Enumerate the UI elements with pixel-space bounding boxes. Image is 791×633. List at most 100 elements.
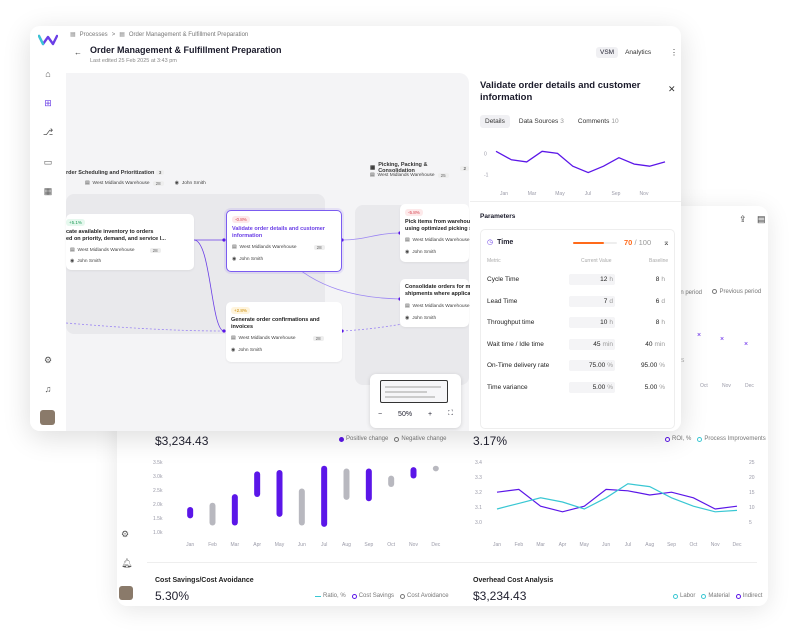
node-title: Validate order details and customer infor… bbox=[232, 226, 325, 239]
metric-label: Lead Time bbox=[487, 297, 518, 305]
zoom-in-button[interactable]: + bbox=[428, 410, 433, 418]
tab-comments[interactable]: Comments 10 bbox=[577, 118, 619, 125]
card3-legend: Ratio, % Cost Savings Cost Avoidance bbox=[315, 593, 449, 599]
current-value[interactable]: 45 min bbox=[569, 338, 615, 350]
grid-icon: ▦ bbox=[70, 32, 76, 38]
partial-month: Dec bbox=[745, 383, 754, 389]
close-icon[interactable]: ✕ bbox=[668, 84, 676, 94]
parameters-title: Parameters bbox=[480, 213, 516, 220]
bar bbox=[410, 467, 417, 479]
view-toggle: VSM Analytics bbox=[596, 47, 655, 58]
table-icon[interactable]: ▦ bbox=[43, 185, 53, 196]
legend-negative: Negative change bbox=[401, 436, 447, 442]
folder-icon[interactable]: ▭ bbox=[43, 156, 53, 167]
trend-chart: 0 -1 Jan Mar May Jul Sep Nov bbox=[484, 150, 666, 197]
y-tick-label: 1.5k bbox=[153, 516, 163, 522]
process-node[interactable]: Consolidate orders for multi-item shipmen… bbox=[400, 279, 492, 327]
y-tick-label: 2.5k bbox=[153, 488, 163, 494]
bell-icon[interactable]: ♫ bbox=[44, 384, 52, 394]
more-icon[interactable]: ⋮ bbox=[670, 48, 678, 57]
process-node[interactable]: +2.8% Generate order confirmations and in… bbox=[226, 302, 342, 362]
bell-icon[interactable]: 🔔︎ bbox=[121, 558, 133, 568]
bar bbox=[388, 475, 395, 488]
x-tick-label: Jul bbox=[625, 542, 631, 548]
change-badge: +5.1% bbox=[66, 219, 85, 226]
clock-icon: ◷ bbox=[487, 239, 494, 246]
param-row: Wait time / Idle time 45 min 40 min bbox=[481, 338, 674, 353]
process-node-selected[interactable]: -0.8% Validate order details and custome… bbox=[226, 210, 342, 272]
param-row: Lead Time 7 d 6 d bbox=[481, 295, 674, 310]
x-tick-label: Apr bbox=[559, 542, 567, 548]
panel-title: Validate order details and customer infor… bbox=[480, 80, 641, 103]
warehouse-icon: ▤ bbox=[232, 245, 237, 250]
divider bbox=[147, 562, 757, 563]
x-tick-label: Jun bbox=[298, 542, 306, 548]
node-location: ▤ West Midlands Warehouse 28 bbox=[231, 336, 324, 341]
bar bbox=[254, 471, 261, 497]
group-title: rder Scheduling and Prioritization 3 bbox=[66, 170, 165, 176]
warehouse-icon: ▤ bbox=[231, 336, 236, 341]
analytics-tab[interactable]: Analytics bbox=[625, 49, 652, 56]
comment-icon[interactable]: ▤ bbox=[757, 214, 766, 224]
zoom-level: 50% bbox=[398, 410, 413, 418]
tab-data-sources[interactable]: Data Sources 3 bbox=[518, 118, 564, 125]
y-tick-label: -1 bbox=[484, 173, 489, 179]
current-value[interactable]: 5.00% bbox=[569, 381, 615, 393]
line-chart: 3.4 3.3 3.2 3.1 3.0 25 20 15 10 5 Jan Feb Mar Apr May J… bbox=[475, 460, 755, 548]
warehouse-icon: ▤ bbox=[85, 181, 90, 186]
param-progress-track bbox=[573, 242, 617, 244]
zoom-out-button[interactable]: − bbox=[377, 410, 383, 418]
bar bbox=[343, 468, 350, 500]
settings-icon[interactable]: ⚙ bbox=[43, 354, 53, 365]
current-value[interactable]: 75.00% bbox=[569, 360, 615, 371]
legend-dot bbox=[712, 289, 718, 294]
home-icon[interactable]: ⌂ bbox=[45, 69, 51, 79]
back-arrow-icon[interactable]: ← bbox=[74, 48, 82, 57]
minimap-viewport[interactable] bbox=[380, 380, 448, 403]
y-tick-label: 3.0 bbox=[475, 520, 482, 526]
y-tick-label: 3.3 bbox=[475, 475, 482, 481]
settings-icon[interactable]: ⚙ bbox=[121, 529, 130, 539]
metric-label: On-Time delivery rate bbox=[487, 362, 550, 369]
share-icon[interactable]: ⇪ bbox=[739, 214, 747, 224]
processes-icon[interactable]: ⊞ bbox=[44, 97, 52, 108]
x-tick-label: Sep bbox=[667, 542, 676, 548]
hierarchy-icon[interactable]: ⎇ bbox=[42, 126, 54, 137]
legend-positive: Positive change bbox=[346, 436, 389, 442]
x-tick-label: Jan bbox=[186, 542, 194, 548]
process-canvas[interactable]: rder Scheduling and Prioritization 3 ▤ We… bbox=[66, 73, 502, 431]
process-node[interactable]: +5.1% cate available inventory to orders… bbox=[66, 214, 194, 270]
node-owner: ◉ John Smith bbox=[231, 348, 263, 353]
x-tick-label: Jul bbox=[321, 542, 327, 548]
avatar[interactable] bbox=[40, 410, 55, 425]
avatar[interactable] bbox=[119, 586, 133, 600]
warehouse-icon: ▤ bbox=[405, 304, 410, 309]
x-tick-label: Jul bbox=[585, 191, 591, 197]
card4-title: Overhead Cost Analysis bbox=[473, 577, 554, 584]
card1-legend: Positive change Negative change bbox=[339, 436, 446, 442]
tab-details[interactable]: Details bbox=[480, 115, 510, 128]
user-icon: ◉ bbox=[70, 259, 75, 264]
legend-labor: Labor bbox=[680, 593, 696, 599]
card3-value: 5.30% bbox=[155, 589, 190, 603]
card2-value: 3.17% bbox=[473, 434, 508, 448]
minimap[interactable]: − 50% + ⛶ bbox=[370, 374, 461, 428]
current-value[interactable]: 12 h bbox=[569, 274, 615, 285]
change-badge: +2.8% bbox=[231, 307, 250, 314]
param-row: Cycle Time 12 h 8 h bbox=[481, 274, 674, 288]
process-node[interactable]: -5.8% Pick items from warehouse location… bbox=[400, 204, 502, 262]
fit-screen-icon[interactable]: ⛶ bbox=[448, 410, 453, 417]
param-score: 70 / 100 bbox=[624, 238, 652, 247]
legend-swatch bbox=[697, 436, 703, 442]
node-title: Pick items from warehouse locations using… bbox=[405, 219, 502, 232]
y-tick-label: 15 bbox=[749, 490, 755, 496]
breadcrumb-root[interactable]: Processes bbox=[79, 31, 108, 38]
vsm-tab[interactable]: VSM bbox=[596, 47, 619, 58]
legend-current: en period bbox=[677, 290, 703, 296]
current-value[interactable]: 10 h bbox=[569, 317, 615, 328]
breadcrumb-sep: > bbox=[111, 31, 116, 38]
collapse-icon[interactable]: ⌅ bbox=[663, 238, 670, 247]
x-tick-label: Nov bbox=[640, 191, 649, 197]
